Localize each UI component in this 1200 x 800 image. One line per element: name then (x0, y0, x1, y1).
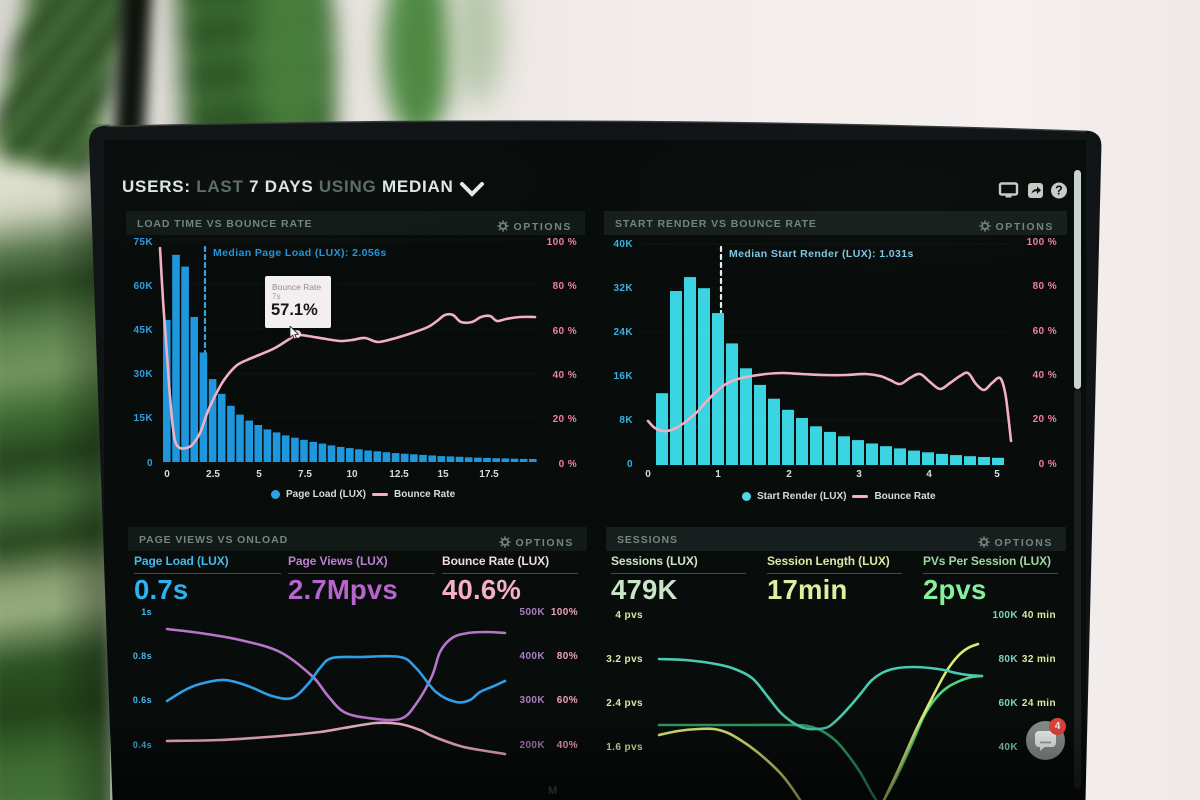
svg-text:?: ? (1055, 184, 1063, 198)
